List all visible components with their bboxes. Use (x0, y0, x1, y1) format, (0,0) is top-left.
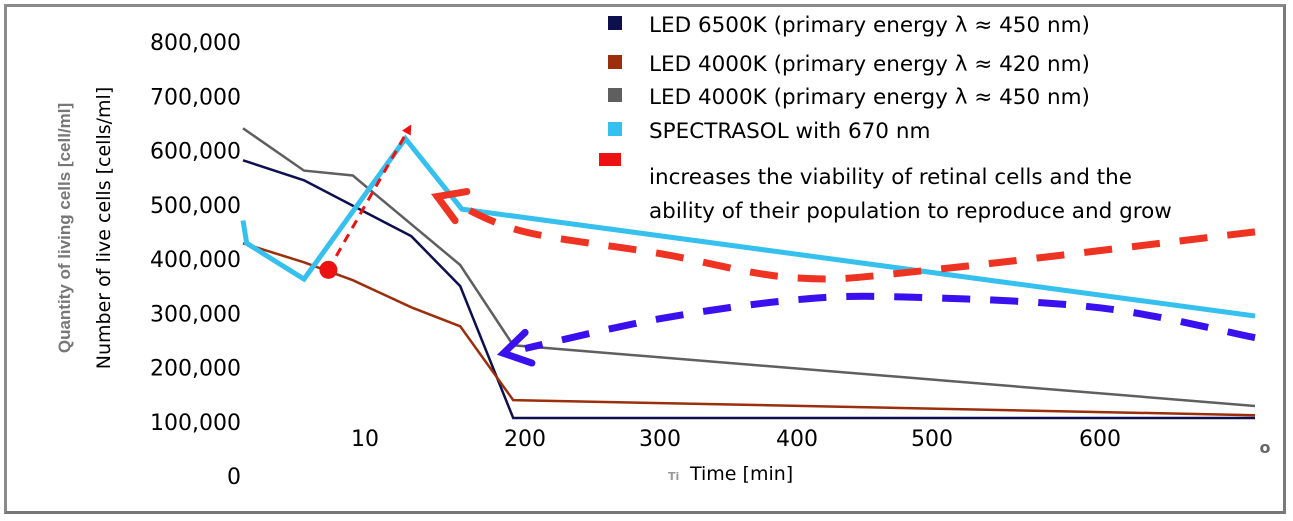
y-axis-title-secondary: Quantity of living cells [cell/ml] (55, 103, 74, 353)
legend-annotation-line: increases the viability of retinal cells… (649, 165, 1132, 190)
x-tick-label: 300 (639, 427, 681, 452)
x-axis-title: Time [min] (689, 463, 793, 485)
y-tick-label: 500,000 (150, 194, 241, 219)
x-ticks: 10 200 300 400 500 600 o (351, 427, 1271, 457)
y-ticks: 0 100,000 200,000 300,000 400,000 500,000 600,… (150, 31, 241, 490)
x-axis-title-glyph: Ti (668, 470, 679, 483)
blue-dashed-arrow-arrowhead (496, 328, 536, 367)
legend-label: SPECTRASOL with 670 nm (649, 119, 930, 144)
series-line-1 (242, 242, 1256, 417)
x-tick-label: 200 (504, 427, 546, 452)
x-tick-label: 10 (351, 427, 379, 452)
chart-frame (4, 4, 1286, 514)
legend-label: LED 4000K (primary energy λ ≈ 450 nm) (649, 85, 1090, 110)
red-dashed-arrow-arrowhead (431, 188, 471, 225)
x-tick-label: o (1260, 438, 1271, 457)
y-tick-label: 300,000 (150, 302, 241, 327)
legend-swatch-annotation (599, 153, 621, 166)
y-tick-label: 200,000 (150, 357, 241, 382)
y-tick-label: 0 (227, 465, 241, 490)
y-tick-label: 400,000 (150, 248, 241, 273)
x-tick-label: 500 (911, 427, 953, 452)
legend-swatch (608, 122, 622, 136)
legend-label: LED 6500K (primary energy λ ≈ 450 nm) (649, 13, 1090, 38)
red-dashed-arrow-curve (456, 201, 1256, 283)
legend-swatch (608, 16, 622, 30)
x-tick-label: 400 (776, 427, 818, 452)
blue-dashed-arrow-curve (524, 292, 1256, 352)
y-axis-title: Number of live cells [cells/ml] (93, 87, 115, 370)
legend-swatch (608, 55, 622, 69)
series-line-3 (240, 134, 1256, 319)
y-tick-label: 100,000 (150, 411, 241, 436)
y-tick-label: 600,000 (150, 140, 241, 165)
x-tick-label: 600 (1079, 427, 1121, 452)
annotations-group (319, 124, 1256, 367)
legend-label: LED 4000K (primary energy λ ≈ 420 nm) (649, 52, 1090, 77)
series-group (240, 127, 1256, 420)
series-line-0 (242, 159, 1255, 420)
y-tick-label: 800,000 (150, 31, 241, 56)
series-line-2 (242, 127, 1256, 408)
y-tick-label: 700,000 (150, 85, 241, 110)
red-dot-marker (319, 260, 338, 279)
legend-swatch (608, 88, 622, 102)
legend: LED 6500K (primary energy λ ≈ 450 nm) LED… (599, 13, 1172, 224)
red-thin-dashed-arrow (327, 124, 412, 271)
legend-annotation-line: ability of their population to reproduce… (649, 199, 1172, 224)
